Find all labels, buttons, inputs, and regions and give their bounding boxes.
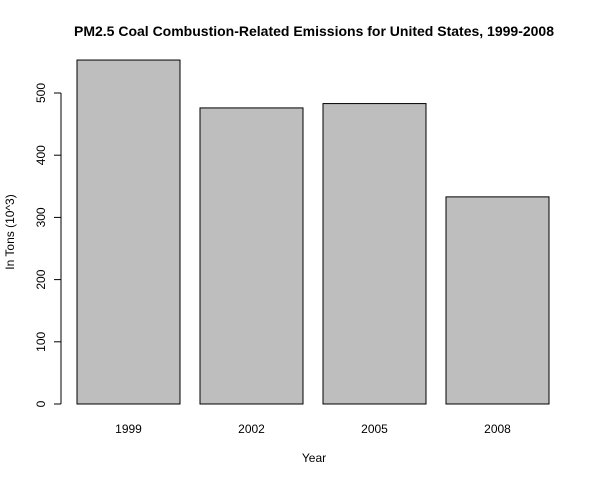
x-tick-label-2005: 2005 bbox=[361, 422, 388, 436]
y-tick-label: 300 bbox=[34, 207, 48, 227]
bar-2005 bbox=[322, 103, 427, 405]
x-tick-label-2002: 2002 bbox=[238, 422, 265, 436]
y-axis: 0 100 200 300 400 500 bbox=[34, 83, 62, 407]
chart-title: PM2.5 Coal Combustion-Related Emissions … bbox=[74, 23, 554, 39]
y-tick-label: 400 bbox=[34, 145, 48, 165]
y-tick-label: 200 bbox=[34, 269, 48, 289]
x-axis-tick-labels: 1999 2002 2005 2008 bbox=[115, 422, 511, 436]
y-axis-label: In Tons (10^3) bbox=[3, 194, 17, 269]
x-tick-label-2008: 2008 bbox=[484, 422, 511, 436]
y-tick-label: 500 bbox=[34, 83, 48, 103]
y-tick-label: 100 bbox=[34, 331, 48, 351]
bar-1999 bbox=[76, 59, 181, 405]
x-axis-label: Year bbox=[302, 451, 326, 465]
x-tick-label-1999: 1999 bbox=[115, 422, 142, 436]
y-tick-label: 0 bbox=[34, 400, 48, 407]
bars bbox=[76, 59, 550, 405]
bar-2008 bbox=[445, 196, 550, 405]
bar-2002 bbox=[199, 107, 304, 405]
